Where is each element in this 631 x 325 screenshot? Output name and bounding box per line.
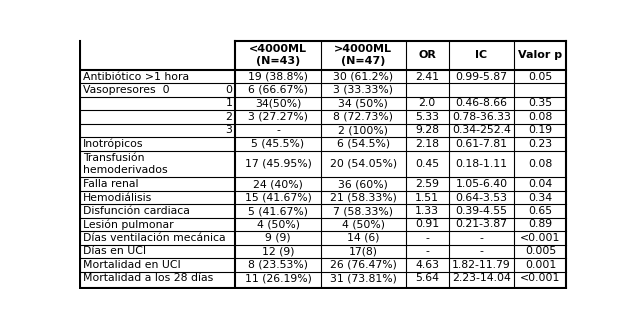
Text: 26 (76.47%): 26 (76.47%): [330, 260, 397, 270]
Text: 9 (9): 9 (9): [265, 233, 291, 243]
Text: 2 (100%): 2 (100%): [338, 125, 388, 135]
Text: 2.41: 2.41: [415, 72, 439, 82]
Text: 0.78-36.33: 0.78-36.33: [452, 112, 511, 122]
Text: 2.18: 2.18: [415, 139, 439, 149]
Text: Transfusión
hemoderivados: Transfusión hemoderivados: [83, 153, 167, 175]
Text: 0.89: 0.89: [528, 219, 553, 229]
Text: 2.0: 2.0: [418, 98, 436, 109]
Text: Valor p: Valor p: [518, 50, 562, 60]
Text: 5.64: 5.64: [415, 273, 439, 283]
Text: 0.45: 0.45: [415, 159, 439, 169]
Text: Falla renal: Falla renal: [83, 179, 138, 189]
Text: Inotrópicos: Inotrópicos: [83, 138, 143, 149]
Text: 0.35: 0.35: [528, 98, 553, 109]
Text: 9.28: 9.28: [415, 125, 439, 135]
Text: 0.23: 0.23: [528, 139, 553, 149]
Text: 0.64-3.53: 0.64-3.53: [456, 193, 507, 202]
Text: 20 (54.05%): 20 (54.05%): [330, 159, 397, 169]
Text: 2.23-14.04: 2.23-14.04: [452, 273, 511, 283]
Text: Disfunción cardiaca: Disfunción cardiaca: [83, 206, 190, 216]
Text: 0.39-4.55: 0.39-4.55: [456, 206, 507, 216]
Text: 6 (66.67%): 6 (66.67%): [248, 85, 308, 95]
Text: Vasopresores  0: Vasopresores 0: [83, 85, 169, 95]
Text: 5.33: 5.33: [415, 112, 439, 122]
Text: 0.21-3.87: 0.21-3.87: [456, 219, 507, 229]
Text: 3: 3: [225, 125, 232, 135]
Text: 0.65: 0.65: [528, 206, 553, 216]
Text: <0.001: <0.001: [520, 273, 560, 283]
Text: -: -: [425, 233, 429, 243]
Text: 0: 0: [225, 85, 232, 95]
Text: 0.08: 0.08: [528, 112, 553, 122]
Text: Hemodiálisis: Hemodiálisis: [83, 193, 152, 202]
Text: 5 (41.67%): 5 (41.67%): [248, 206, 308, 216]
Text: 14 (6): 14 (6): [347, 233, 380, 243]
Text: 2.59: 2.59: [415, 179, 439, 189]
Text: -: -: [425, 246, 429, 256]
Text: 0.91: 0.91: [415, 219, 439, 229]
Text: 34(50%): 34(50%): [255, 98, 301, 109]
Text: 0.46-8.66: 0.46-8.66: [456, 98, 507, 109]
Text: 36 (60%): 36 (60%): [338, 179, 388, 189]
Text: 0.34-252.4: 0.34-252.4: [452, 125, 511, 135]
Text: -: -: [276, 125, 280, 135]
Text: OR: OR: [418, 50, 436, 60]
Text: 0.05: 0.05: [528, 72, 553, 82]
Text: 17 (45.95%): 17 (45.95%): [245, 159, 312, 169]
Text: IC: IC: [475, 50, 488, 60]
Text: 6 (54.5%): 6 (54.5%): [337, 139, 390, 149]
Text: 30 (61.2%): 30 (61.2%): [333, 72, 393, 82]
Text: 0.99-5.87: 0.99-5.87: [456, 72, 507, 82]
Text: 8 (23.53%): 8 (23.53%): [248, 260, 308, 270]
Text: 3 (27.27%): 3 (27.27%): [248, 112, 308, 122]
Text: Mortalidad a los 28 días: Mortalidad a los 28 días: [83, 273, 213, 283]
Text: 2: 2: [225, 112, 232, 122]
Text: 1: 1: [225, 98, 232, 109]
Text: 1.51: 1.51: [415, 193, 439, 202]
Text: Mortalidad en UCI: Mortalidad en UCI: [83, 260, 180, 270]
Text: 0.08: 0.08: [528, 159, 553, 169]
Text: 1.33: 1.33: [415, 206, 439, 216]
Text: 31 (73.81%): 31 (73.81%): [330, 273, 397, 283]
Text: 4.63: 4.63: [415, 260, 439, 270]
Text: 0.04: 0.04: [528, 179, 553, 189]
Text: 19 (38.8%): 19 (38.8%): [248, 72, 308, 82]
Text: 34 (50%): 34 (50%): [338, 98, 388, 109]
Text: 24 (40%): 24 (40%): [253, 179, 303, 189]
Text: 0.61-7.81: 0.61-7.81: [456, 139, 507, 149]
Text: 0.19: 0.19: [528, 125, 553, 135]
Text: 0.34: 0.34: [528, 193, 553, 202]
Text: >4000ML
(N=47): >4000ML (N=47): [334, 44, 392, 66]
Text: -: -: [480, 233, 483, 243]
Text: 7 (58.33%): 7 (58.33%): [333, 206, 393, 216]
Text: -: -: [480, 246, 483, 256]
Text: 5 (45.5%): 5 (45.5%): [252, 139, 305, 149]
Text: 0.18-1.11: 0.18-1.11: [456, 159, 507, 169]
Text: <4000ML
(N=43): <4000ML (N=43): [249, 44, 307, 66]
Text: 4 (50%): 4 (50%): [257, 219, 300, 229]
Text: 3 (33.33%): 3 (33.33%): [333, 85, 393, 95]
Text: 12 (9): 12 (9): [262, 246, 294, 256]
Text: Lesión pulmonar: Lesión pulmonar: [83, 219, 174, 230]
Text: 11 (26.19%): 11 (26.19%): [245, 273, 312, 283]
Text: 0.001: 0.001: [525, 260, 556, 270]
Text: 8 (72.73%): 8 (72.73%): [333, 112, 393, 122]
Text: Antibiótico >1 hora: Antibiótico >1 hora: [83, 72, 189, 82]
Text: 17(8): 17(8): [349, 246, 378, 256]
Text: 1.82-11.79: 1.82-11.79: [452, 260, 511, 270]
Text: 15 (41.67%): 15 (41.67%): [245, 193, 312, 202]
Text: Días en UCI: Días en UCI: [83, 246, 146, 256]
Text: <0.001: <0.001: [520, 233, 560, 243]
Text: Días ventilación mecánica: Días ventilación mecánica: [83, 233, 225, 243]
Text: 0.005: 0.005: [525, 246, 556, 256]
Text: 21 (58.33%): 21 (58.33%): [330, 193, 397, 202]
Text: 1.05-6.40: 1.05-6.40: [456, 179, 507, 189]
Text: 4 (50%): 4 (50%): [342, 219, 385, 229]
